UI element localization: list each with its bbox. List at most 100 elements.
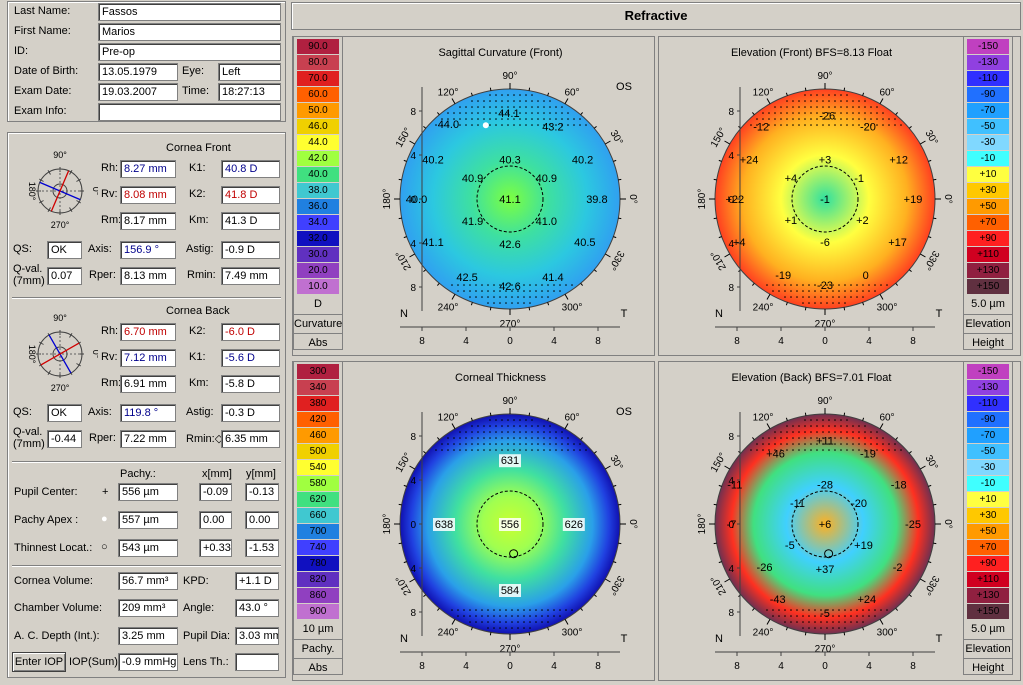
pachy-apex-label: Pachy Apex :: [14, 514, 79, 526]
scale-step: +150: [967, 279, 1009, 295]
degree-tick: [785, 302, 788, 306]
lens-thickness-field[interactable]: [235, 653, 279, 671]
scale-type-label[interactable]: Height: [964, 658, 1012, 677]
angle-label: 90°: [817, 71, 832, 82]
back-km-field: -5.8 D: [221, 375, 280, 393]
degree-tick: [724, 140, 730, 145]
degree-tick: [843, 412, 846, 416]
map-value-label: -6: [820, 237, 830, 249]
scale-unit[interactable]: D: [314, 298, 322, 310]
map-value-label: -19: [860, 449, 876, 461]
front-rper-field: 8.13 mm: [120, 267, 176, 285]
scale-type-label[interactable]: Height: [964, 333, 1012, 352]
scale-unit[interactable]: 5.0 µm: [971, 623, 1005, 635]
divider: [12, 461, 281, 463]
scale-step: 90.0: [297, 39, 339, 55]
x-tick-label: 0: [507, 336, 513, 347]
eye-field[interactable]: Left: [218, 63, 281, 81]
exam-date-field[interactable]: 19.03.2007: [98, 83, 178, 101]
map-value-label: -43: [770, 594, 786, 606]
map-value-label: 40.2: [422, 154, 443, 166]
masked-area-dots: [750, 419, 902, 629]
degree-tick: [451, 98, 456, 104]
scale-type-label[interactable]: Elevation: [964, 639, 1012, 658]
pupil-zone-circle: [791, 165, 859, 233]
scale-step: +110: [967, 572, 1009, 588]
scale-type-label[interactable]: Abs: [294, 658, 342, 677]
degree-tick: [895, 282, 899, 286]
degree-tick: [470, 417, 473, 421]
map-value-label: +17: [888, 237, 907, 249]
scale-type-label[interactable]: Pachy.: [294, 639, 342, 658]
scale-step: 32.0: [297, 231, 339, 247]
scale-step: 38.0: [297, 183, 339, 199]
x-tick-label: 0: [507, 661, 513, 672]
thinnest-point-marker: [824, 549, 834, 559]
pupil-center-label: Pupil Center:: [14, 486, 78, 498]
degree-tick: [804, 412, 807, 416]
map-value-label: +1: [785, 215, 798, 227]
degree-tick: [879, 98, 884, 104]
angle-label: 150°: [394, 451, 414, 474]
degree-tick: [580, 607, 584, 611]
pachy-color-scale[interactable]: 300 340 380 420 460 500 540 580 620 660 700 740 780 8…: [293, 361, 343, 675]
degree-tick: [403, 236, 407, 239]
degree-tick: [928, 484, 932, 487]
scale-unit[interactable]: 10 µm: [302, 623, 334, 635]
angle-label: 330°: [921, 249, 941, 272]
dob-field[interactable]: 13.05.1979: [98, 63, 178, 81]
id-label: ID:: [14, 45, 29, 57]
elevation-back-color-scale[interactable]: -150 -130 -110 -90 -70 -50 -30 -10 +10 +30 +50 +70 +…: [963, 361, 1013, 675]
value-label-bg: [499, 454, 521, 468]
degree-tick: [528, 307, 531, 311]
exam-info-field[interactable]: [98, 103, 281, 121]
degree-tick: [613, 484, 617, 487]
back-qs-field: OK: [47, 404, 82, 422]
steep-axis-line: [50, 170, 70, 212]
degree-tick: [718, 561, 722, 564]
eye-side-label: OS: [616, 406, 632, 418]
map-value-label: 40.9: [536, 173, 557, 185]
angle-label: 0°: [627, 519, 638, 529]
angle-label: 300°: [562, 302, 583, 313]
degree-tick: [613, 159, 617, 162]
scale-step: 300: [297, 364, 339, 380]
scale-step: -90: [967, 87, 1009, 103]
elevation-front-color-scale[interactable]: -150 -130 -110 -90 -70 -50 -30 -10 +10 +30 +50 +70 +…: [963, 36, 1013, 350]
curvature-color-scale[interactable]: 90.0 80.0 70.0 60.0 50.0 46.0 44.0 42.0 40.0 38.0…: [293, 36, 343, 350]
degree-tick: [580, 112, 584, 116]
first-name-field[interactable]: Marios: [98, 23, 281, 41]
scale-unit[interactable]: 5.0 µm: [971, 298, 1005, 310]
x-tick-label: 8: [910, 661, 916, 672]
angle-label: 150°: [709, 126, 729, 149]
degree-tick: [605, 578, 611, 583]
pupil-center-pachy: 556 µm: [118, 483, 178, 501]
scale-step: -50: [967, 119, 1009, 135]
map-title: Elevation (Front) BFS=8.13 Float: [730, 47, 893, 59]
time-field[interactable]: 18:27:13: [218, 83, 281, 101]
degree-tick: [528, 412, 531, 416]
id-field[interactable]: Pre-op: [98, 43, 281, 61]
compass-tick: [38, 200, 44, 204]
degree-tick: [618, 542, 622, 545]
degree-tick: [593, 450, 597, 454]
map-value-label: -5: [785, 540, 795, 552]
scale-type-label[interactable]: Curvature: [294, 314, 342, 333]
angle-label: 270°: [500, 319, 521, 330]
scale-step: -50: [967, 444, 1009, 460]
enter-iop-button[interactable]: Enter IOP: [12, 652, 66, 672]
scale-step: 30.0: [297, 247, 339, 263]
scale-step: +50: [967, 199, 1009, 215]
degree-tick: [785, 92, 788, 96]
back-km-label: Km:: [189, 377, 209, 389]
map-value-label: +4: [785, 173, 798, 185]
degree-tick: [547, 627, 550, 631]
degree-tick: [470, 302, 473, 306]
temporal-label: T: [936, 633, 943, 645]
degree-tick: [470, 627, 473, 631]
scale-type-label[interactable]: Elevation: [964, 314, 1012, 333]
last-name-field[interactable]: Fassos: [98, 3, 281, 21]
angle-label: 270°: [815, 319, 836, 330]
front-rmin-label: Rmin:: [187, 269, 216, 281]
scale-type-label[interactable]: Abs: [294, 333, 342, 352]
